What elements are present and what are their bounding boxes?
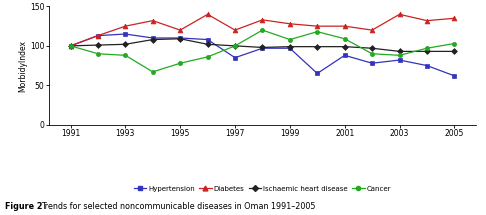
Text: Trends for selected noncommunicable diseases in Oman 1991–2005: Trends for selected noncommunicable dise… <box>41 202 316 211</box>
Text: Figure 2: Figure 2 <box>5 202 42 211</box>
Y-axis label: MorbidyIndex: MorbidyIndex <box>18 40 27 92</box>
Legend: Hypertension, Diabetes, Ischaemic heart disease, Cancer: Hypertension, Diabetes, Ischaemic heart … <box>131 183 394 195</box>
